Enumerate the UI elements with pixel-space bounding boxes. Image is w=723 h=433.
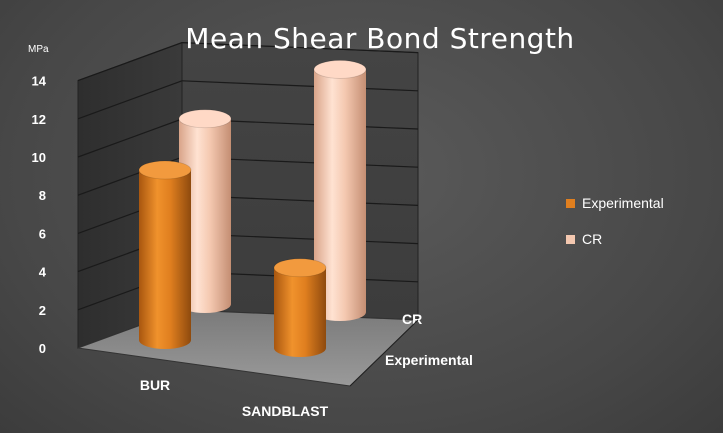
bar-body (139, 170, 191, 349)
y-tick-label: 10 (32, 150, 46, 165)
legend: Experimental CR (566, 195, 664, 247)
bar-body (314, 69, 366, 322)
y-tick-label: 14 (32, 74, 47, 89)
bars (138, 60, 367, 357)
y-tick-label: 2 (39, 303, 46, 318)
gridline-left (77, 42, 183, 82)
depth-axis-label: CR (402, 311, 422, 327)
gridline-left (77, 118, 183, 158)
y-tick-label: 12 (32, 112, 46, 127)
gridline-back (181, 42, 419, 54)
depth-axis-label: Experimental (385, 352, 473, 368)
bar-body (274, 267, 326, 357)
chart-title: Mean Shear Bond Strength (185, 22, 574, 55)
y-tick-label: 0 (39, 341, 46, 356)
bar-top (138, 160, 192, 180)
bar-cr-sandblast (313, 60, 367, 322)
bar-top (273, 258, 327, 278)
bar-cr-bur (178, 109, 232, 313)
y-tick-label: 4 (39, 265, 47, 280)
y-tick-label: 8 (39, 188, 46, 203)
gridline-left (77, 80, 183, 120)
depth-axis-line (349, 319, 419, 387)
bar-body (179, 118, 231, 313)
bar-experimental-sandblast (273, 258, 327, 357)
x-axis-labels: BUR SANDBLAST (140, 377, 329, 419)
bar-top (178, 109, 232, 129)
x-category-label: SANDBLAST (242, 403, 329, 419)
depth-axis-labels: CR Experimental (349, 311, 473, 387)
bar-top (313, 60, 367, 79)
y-axis-ticks: 0 2 4 6 8 10 12 14 (32, 74, 47, 356)
y-axis-unit-label: MPa (28, 44, 49, 55)
legend-label: Experimental (582, 195, 664, 211)
bar-experimental-bur (138, 160, 192, 349)
legend-label: CR (582, 231, 602, 247)
gridline-back (181, 80, 419, 92)
y-tick-label: 6 (39, 226, 46, 241)
x-category-label: BUR (140, 377, 170, 393)
legend-swatch (566, 235, 575, 244)
legend-swatch (566, 199, 575, 208)
